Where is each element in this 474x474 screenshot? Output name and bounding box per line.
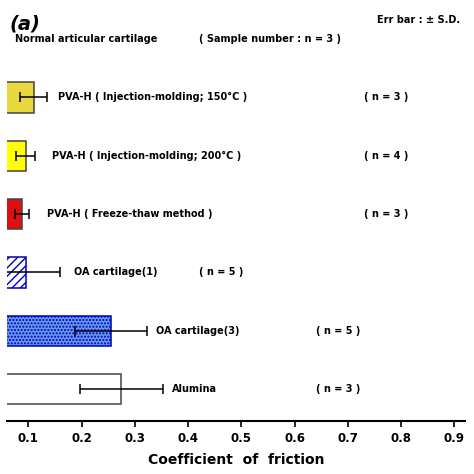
X-axis label: Coefficient  of  friction: Coefficient of friction <box>148 453 324 467</box>
Text: OA cartilage(1): OA cartilage(1) <box>73 267 157 277</box>
Bar <box>0 82 34 113</box>
Bar <box>0 257 26 288</box>
Text: ( n = 5 ): ( n = 5 ) <box>316 326 360 336</box>
Text: ( n = 3 ): ( n = 3 ) <box>364 92 408 102</box>
Bar <box>0 316 111 346</box>
Text: PVA-H ( Freeze-thaw method ): PVA-H ( Freeze-thaw method ) <box>47 209 212 219</box>
Text: ( n = 3 ): ( n = 3 ) <box>364 209 408 219</box>
Text: (a): (a) <box>9 14 40 33</box>
Bar <box>0 374 121 404</box>
Bar <box>0 199 22 229</box>
Bar <box>0 141 26 171</box>
Text: PVA-H ( Injection-molding; 150°C ): PVA-H ( Injection-molding; 150°C ) <box>57 92 247 102</box>
Text: ( Sample number : n = 3 ): ( Sample number : n = 3 ) <box>199 34 341 44</box>
Text: ( n = 5 ): ( n = 5 ) <box>199 267 243 277</box>
Text: ( n = 3 ): ( n = 3 ) <box>316 384 360 394</box>
Text: ( n = 4 ): ( n = 4 ) <box>364 151 408 161</box>
Text: Err bar : ± S.D.: Err bar : ± S.D. <box>377 15 460 25</box>
Text: OA cartilage(3): OA cartilage(3) <box>156 326 240 336</box>
Text: PVA-H ( Injection-molding; 200°C ): PVA-H ( Injection-molding; 200°C ) <box>52 151 241 161</box>
Text: Alumina: Alumina <box>172 384 217 394</box>
Text: Normal articular cartilage: Normal articular cartilage <box>15 34 157 44</box>
